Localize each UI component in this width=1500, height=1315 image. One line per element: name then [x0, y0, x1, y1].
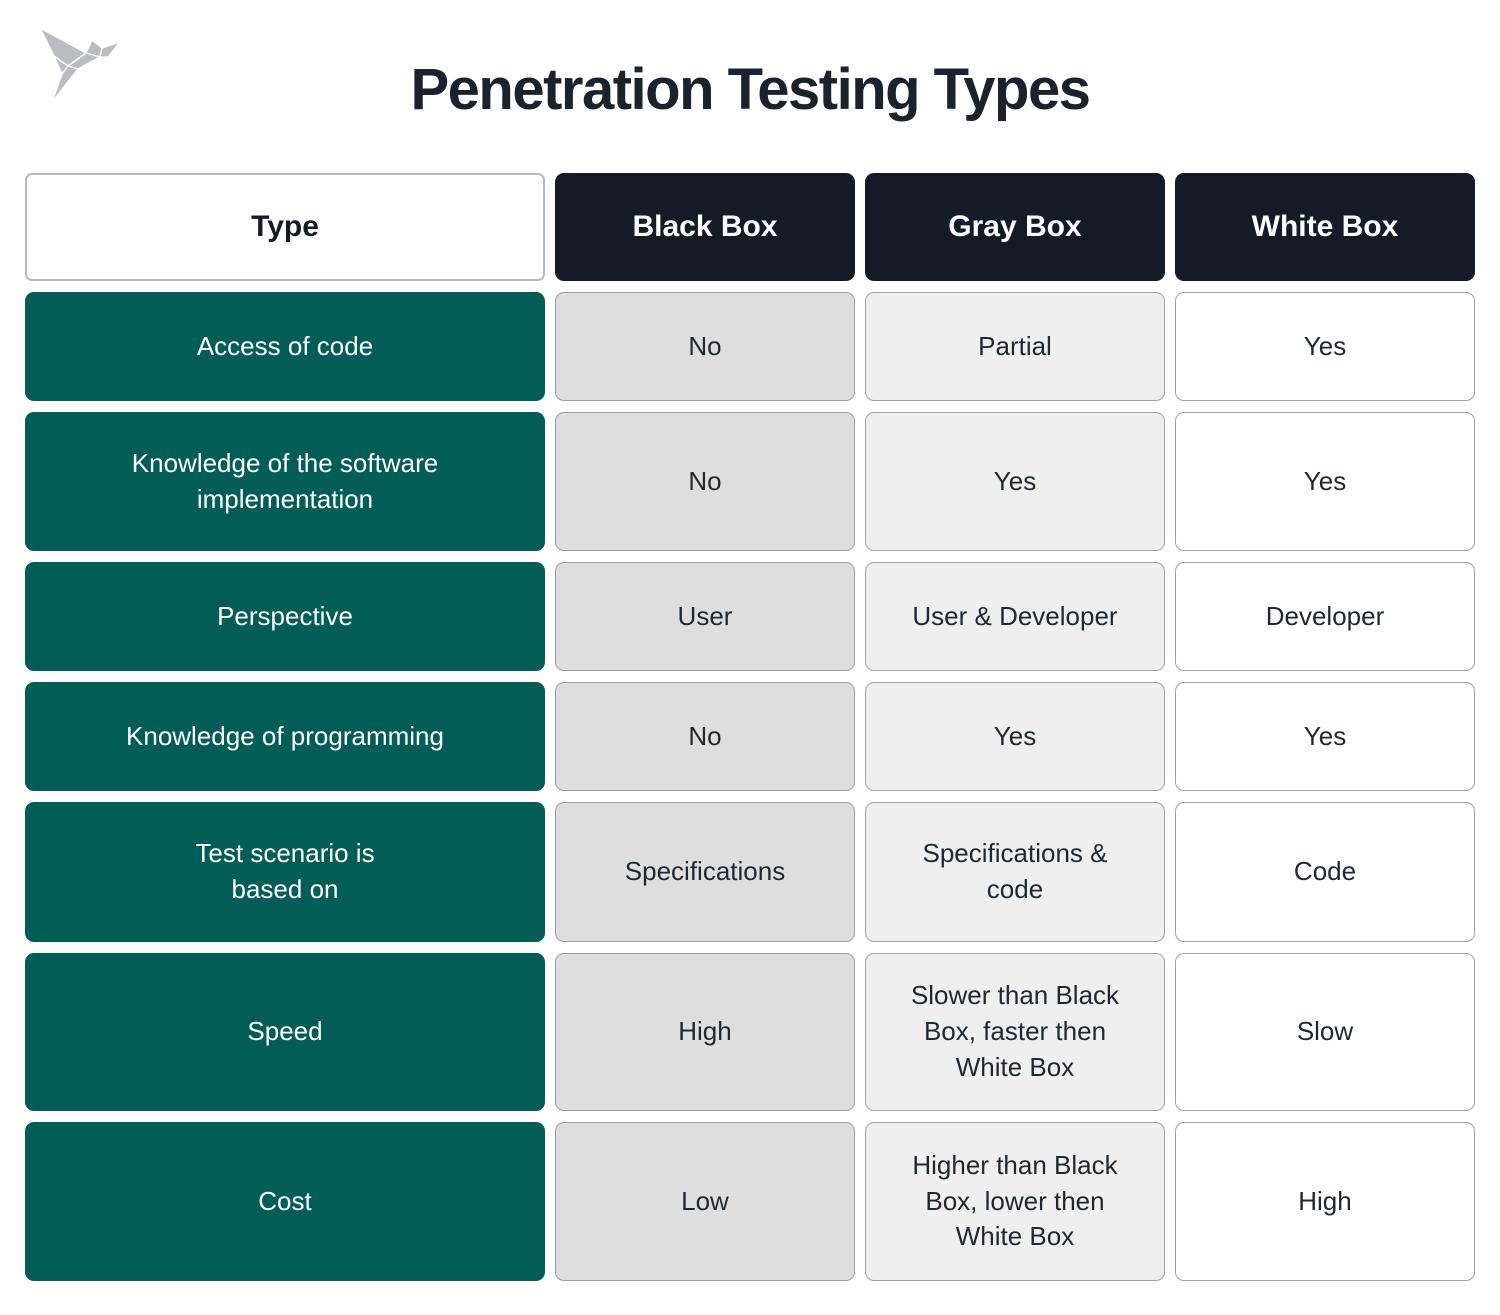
row-label-test-scenario: Test scenario is based on [25, 802, 545, 942]
cell-cost-gray-box: Higher than Black Box, lower then White … [865, 1122, 1165, 1281]
comparison-table: Type Black Box Gray Box White Box Access… [25, 173, 1475, 1281]
row-label-cost: Cost [25, 1122, 545, 1281]
origami-bird-icon [39, 27, 121, 103]
cell-access-of-code-gray-box: Partial [865, 292, 1165, 401]
row-label-perspective: Perspective [25, 562, 545, 671]
cell-cost-black-box: Low [555, 1122, 855, 1281]
cell-speed-white-box: Slow [1175, 953, 1475, 1111]
cell-knowledge-programming-gray-box: Yes [865, 682, 1165, 791]
cell-speed-black-box: High [555, 953, 855, 1111]
row-label-access-of-code: Access of code [25, 292, 545, 401]
cell-test-scenario-black-box: Specifications [555, 802, 855, 942]
origami-bird-logo [28, 24, 134, 112]
cell-speed-gray-box: Slower than Black Box, faster then White… [865, 953, 1165, 1111]
cell-knowledge-software-black-box: No [555, 412, 855, 551]
cell-access-of-code-white-box: Yes [1175, 292, 1475, 401]
cell-knowledge-programming-white-box: Yes [1175, 682, 1475, 791]
cell-knowledge-software-white-box: Yes [1175, 412, 1475, 551]
cell-access-of-code-black-box: No [555, 292, 855, 401]
cell-test-scenario-white-box: Code [1175, 802, 1475, 942]
cell-perspective-gray-box: User & Developer [865, 562, 1165, 671]
page-title: Penetration Testing Types [410, 57, 1091, 122]
cell-knowledge-software-gray-box: Yes [865, 412, 1165, 551]
cell-perspective-white-box: Developer [1175, 562, 1475, 671]
header-type: Type [25, 173, 545, 281]
header-black-box: Black Box [555, 173, 855, 281]
row-label-knowledge-programming: Knowledge of programming [25, 682, 545, 791]
cell-perspective-black-box: User [555, 562, 855, 671]
row-label-knowledge-software-implementation: Knowledge of the software implementation [25, 412, 545, 551]
cell-test-scenario-gray-box: Specifications & code [865, 802, 1165, 942]
cell-knowledge-programming-black-box: No [555, 682, 855, 791]
row-label-speed: Speed [25, 953, 545, 1111]
cell-cost-white-box: High [1175, 1122, 1475, 1281]
header-white-box: White Box [1175, 173, 1475, 281]
header-gray-box: Gray Box [865, 173, 1165, 281]
